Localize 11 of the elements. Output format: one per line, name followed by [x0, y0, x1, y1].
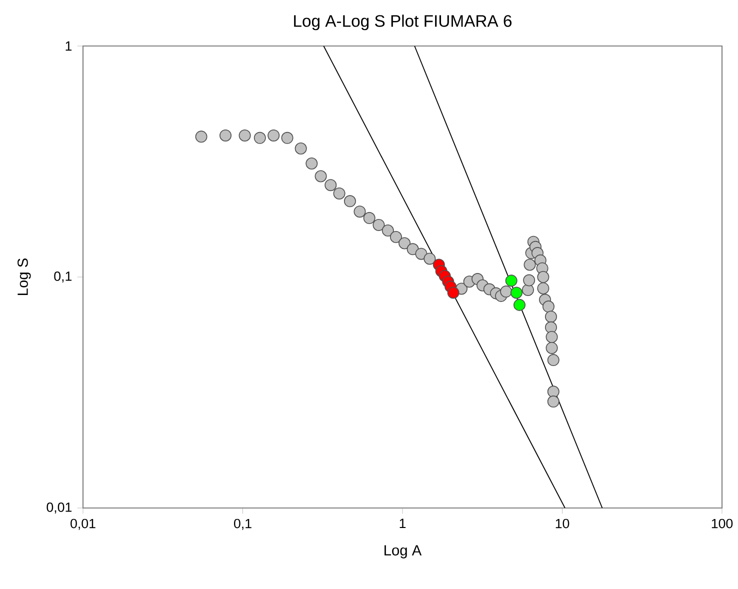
x-tick-label: 10 — [556, 518, 570, 528]
x-tick-label: 1 — [400, 518, 406, 528]
y-tick-label: 0,01 — [46, 502, 72, 514]
x-tick-label: 0,1 — [234, 518, 252, 530]
x-axis-title: Log A — [384, 545, 422, 558]
x-tick-label: 0,01 — [70, 518, 96, 530]
x-tick-label: 100 — [712, 518, 733, 528]
y-tick-label: 1 — [66, 41, 72, 51]
y-axis-title: Log S — [18, 258, 31, 295]
chart-title: Log A-Log S Plot FIUMARA 6 — [294, 14, 512, 30]
y-tick-label: 0,1 — [54, 272, 72, 283]
